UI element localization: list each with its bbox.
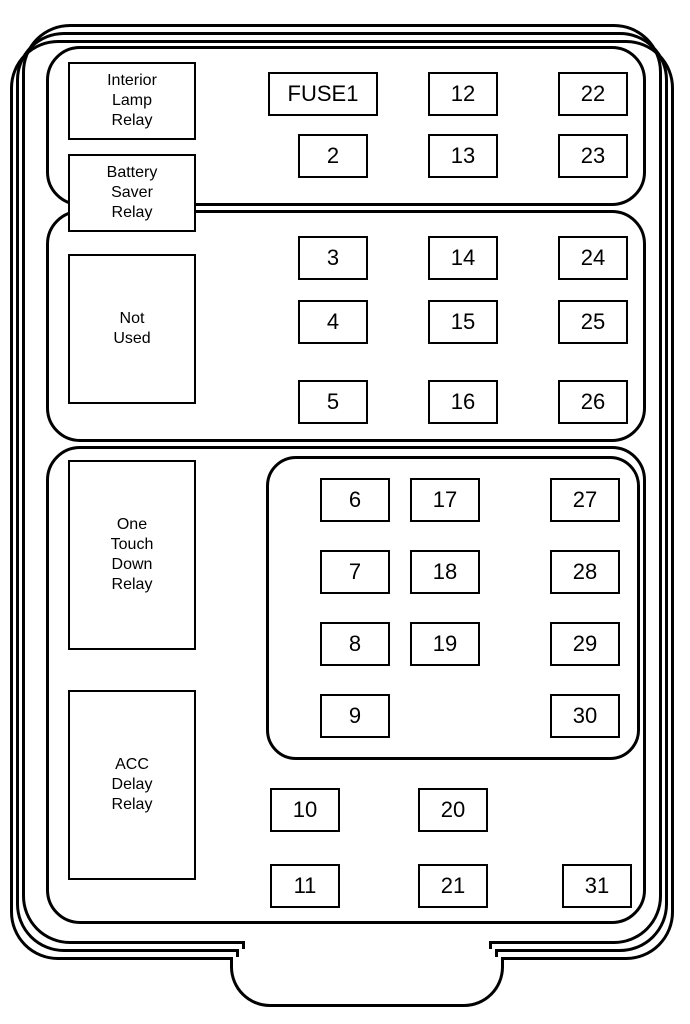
relay-label: Battery Saver Relay xyxy=(107,163,158,223)
fuse-label: 27 xyxy=(573,487,597,513)
fuse-f6: 6 xyxy=(320,478,390,522)
fuse-label: 31 xyxy=(585,873,609,899)
fuse-f21: 21 xyxy=(418,864,488,908)
fuse-f24: 24 xyxy=(558,236,628,280)
fuse-f26: 26 xyxy=(558,380,628,424)
fuse-label: 30 xyxy=(573,703,597,729)
fuse-label: 28 xyxy=(573,559,597,585)
fuse-f20: 20 xyxy=(418,788,488,832)
fuse-label: 7 xyxy=(349,559,361,585)
fuse-label: 23 xyxy=(581,143,605,169)
relay-label: ACC Delay Relay xyxy=(112,755,153,815)
fuse-label: 18 xyxy=(433,559,457,585)
relay-interior-lamp-relay: Interior Lamp Relay xyxy=(68,62,196,140)
fuse-f13: 13 xyxy=(428,134,498,178)
fuse-label: 25 xyxy=(581,309,605,335)
fuse-f4: 4 xyxy=(298,300,368,344)
relay-one-touch-down-relay: One Touch Down Relay xyxy=(68,460,196,650)
fuse-f31: 31 xyxy=(562,864,632,908)
bottom-tab-3 xyxy=(230,957,504,1007)
fuse-label: 29 xyxy=(573,631,597,657)
fuse-label: 14 xyxy=(451,245,475,271)
fuse-f22: 22 xyxy=(558,72,628,116)
relay-acc-delay-relay: ACC Delay Relay xyxy=(68,690,196,880)
fuse-f28: 28 xyxy=(550,550,620,594)
relay-label: Interior Lamp Relay xyxy=(107,71,157,131)
fuse-f14: 14 xyxy=(428,236,498,280)
fuse-label: 17 xyxy=(433,487,457,513)
fuse-label: 3 xyxy=(327,245,339,271)
fuse-f16: 16 xyxy=(428,380,498,424)
fuse-label: 5 xyxy=(327,389,339,415)
fuse-label: 20 xyxy=(441,797,465,823)
fuse-box-diagram: Interior Lamp Relay Battery Saver Relay No… xyxy=(10,10,680,1010)
fuse-label: 11 xyxy=(294,873,317,899)
fuse-label: 15 xyxy=(451,309,475,335)
fuse-f27: 27 xyxy=(550,478,620,522)
fuse-f2: 2 xyxy=(298,134,368,178)
fuse-f9: 9 xyxy=(320,694,390,738)
fuse-f29: 29 xyxy=(550,622,620,666)
fuse-label: 6 xyxy=(349,487,361,513)
fuse-f25: 25 xyxy=(558,300,628,344)
fuse-label: 13 xyxy=(451,143,475,169)
fuse-f15: 15 xyxy=(428,300,498,344)
fuse-f8: 8 xyxy=(320,622,390,666)
fuse-f17: 17 xyxy=(410,478,480,522)
fuse-label: 12 xyxy=(451,81,475,107)
fuse-f5: 5 xyxy=(298,380,368,424)
fuse-label: 2 xyxy=(327,143,339,169)
relay-battery-saver-relay: Battery Saver Relay xyxy=(68,154,196,232)
relay-label: One Touch Down Relay xyxy=(111,515,154,595)
fuse-f18: 18 xyxy=(410,550,480,594)
fuse-label: 16 xyxy=(451,389,475,415)
fuse-f30: 30 xyxy=(550,694,620,738)
fuse-f10: 10 xyxy=(270,788,340,832)
relay-label: Not Used xyxy=(113,309,150,349)
relay-not-used: Not Used xyxy=(68,254,196,404)
fuse-label: 19 xyxy=(433,631,457,657)
fuse-f19: 19 xyxy=(410,622,480,666)
fuse-label: 8 xyxy=(349,631,361,657)
fuse-f11: 11 xyxy=(270,864,340,908)
fuse-label: 22 xyxy=(581,81,605,107)
fuse-label: 26 xyxy=(581,389,605,415)
fuse-fuse1: FUSE1 xyxy=(268,72,378,116)
fuse-f12: 12 xyxy=(428,72,498,116)
fuse-label: 24 xyxy=(581,245,605,271)
fuse-f3: 3 xyxy=(298,236,368,280)
fuse-f7: 7 xyxy=(320,550,390,594)
fuse-f23: 23 xyxy=(558,134,628,178)
fuse-label: 9 xyxy=(349,703,361,729)
fuse-label: 21 xyxy=(441,873,465,899)
fuse-label: 10 xyxy=(293,797,317,823)
fuse-label: 4 xyxy=(327,309,339,335)
fuse-label: FUSE1 xyxy=(288,81,359,107)
